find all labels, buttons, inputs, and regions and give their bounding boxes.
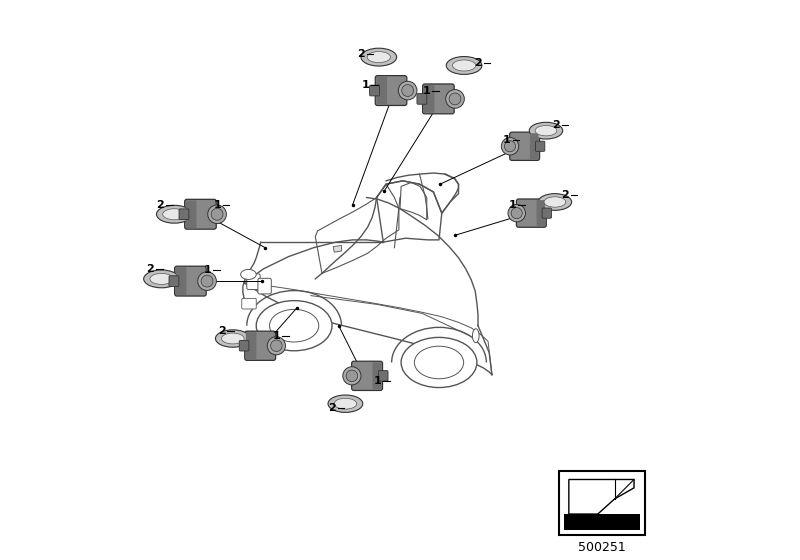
FancyBboxPatch shape <box>375 76 407 105</box>
Ellipse shape <box>544 197 566 207</box>
Text: 2: 2 <box>357 49 365 59</box>
Circle shape <box>198 272 216 291</box>
FancyBboxPatch shape <box>169 276 179 287</box>
Ellipse shape <box>162 209 186 220</box>
FancyBboxPatch shape <box>376 77 387 104</box>
Text: 2: 2 <box>552 120 560 130</box>
Circle shape <box>446 90 464 108</box>
Ellipse shape <box>538 194 572 211</box>
Text: 1: 1 <box>214 200 221 210</box>
Circle shape <box>398 81 417 100</box>
FancyBboxPatch shape <box>510 132 539 160</box>
FancyBboxPatch shape <box>530 133 538 159</box>
Text: 2: 2 <box>157 200 164 210</box>
FancyBboxPatch shape <box>537 200 545 226</box>
Circle shape <box>211 208 223 220</box>
FancyBboxPatch shape <box>417 94 427 104</box>
Text: 1: 1 <box>204 265 212 275</box>
FancyBboxPatch shape <box>245 331 276 361</box>
Ellipse shape <box>144 270 179 288</box>
FancyBboxPatch shape <box>370 85 379 96</box>
FancyBboxPatch shape <box>535 141 545 151</box>
Text: 1: 1 <box>362 80 370 90</box>
Ellipse shape <box>150 273 173 284</box>
Text: 2: 2 <box>328 403 336 413</box>
Ellipse shape <box>222 333 244 344</box>
Circle shape <box>208 205 226 223</box>
FancyBboxPatch shape <box>186 200 197 228</box>
Ellipse shape <box>530 122 562 139</box>
Text: 1: 1 <box>374 376 382 386</box>
Circle shape <box>402 85 414 96</box>
Ellipse shape <box>535 125 557 136</box>
Polygon shape <box>569 479 634 514</box>
Circle shape <box>449 93 461 105</box>
FancyBboxPatch shape <box>422 84 454 114</box>
FancyBboxPatch shape <box>559 471 645 535</box>
Ellipse shape <box>473 329 479 343</box>
Text: 2: 2 <box>561 190 569 200</box>
Circle shape <box>201 275 213 287</box>
FancyBboxPatch shape <box>242 298 256 309</box>
Text: 1: 1 <box>509 200 517 210</box>
Ellipse shape <box>401 337 477 388</box>
FancyBboxPatch shape <box>352 361 382 390</box>
FancyBboxPatch shape <box>246 332 256 360</box>
Ellipse shape <box>361 48 397 66</box>
Polygon shape <box>333 245 342 252</box>
Circle shape <box>346 370 358 381</box>
Ellipse shape <box>256 301 332 351</box>
Circle shape <box>267 337 286 355</box>
Ellipse shape <box>414 346 464 379</box>
Ellipse shape <box>328 395 362 412</box>
Text: 2: 2 <box>146 264 154 274</box>
Ellipse shape <box>241 269 256 279</box>
Text: 2: 2 <box>218 326 226 336</box>
Circle shape <box>508 204 526 222</box>
FancyBboxPatch shape <box>424 85 434 113</box>
Circle shape <box>502 138 518 155</box>
FancyBboxPatch shape <box>517 199 546 227</box>
FancyBboxPatch shape <box>373 362 382 389</box>
FancyBboxPatch shape <box>174 266 206 296</box>
FancyBboxPatch shape <box>378 371 388 381</box>
FancyBboxPatch shape <box>179 209 189 220</box>
Ellipse shape <box>367 52 390 63</box>
FancyBboxPatch shape <box>258 278 271 294</box>
Circle shape <box>270 340 282 352</box>
FancyBboxPatch shape <box>239 340 249 351</box>
Ellipse shape <box>215 330 250 347</box>
Ellipse shape <box>453 60 476 71</box>
Ellipse shape <box>270 309 318 342</box>
Ellipse shape <box>334 398 357 409</box>
FancyBboxPatch shape <box>176 267 186 295</box>
Text: 1: 1 <box>423 86 430 96</box>
FancyBboxPatch shape <box>542 208 551 218</box>
Ellipse shape <box>157 206 192 223</box>
Circle shape <box>343 367 361 385</box>
Text: 1: 1 <box>503 134 511 144</box>
Circle shape <box>511 208 522 219</box>
Bar <box>564 514 640 530</box>
Text: 1: 1 <box>273 331 280 340</box>
FancyBboxPatch shape <box>185 199 216 229</box>
Text: 500251: 500251 <box>578 541 626 554</box>
Text: 2: 2 <box>474 58 482 68</box>
Circle shape <box>505 141 515 152</box>
FancyBboxPatch shape <box>246 274 260 290</box>
Ellipse shape <box>446 57 482 74</box>
